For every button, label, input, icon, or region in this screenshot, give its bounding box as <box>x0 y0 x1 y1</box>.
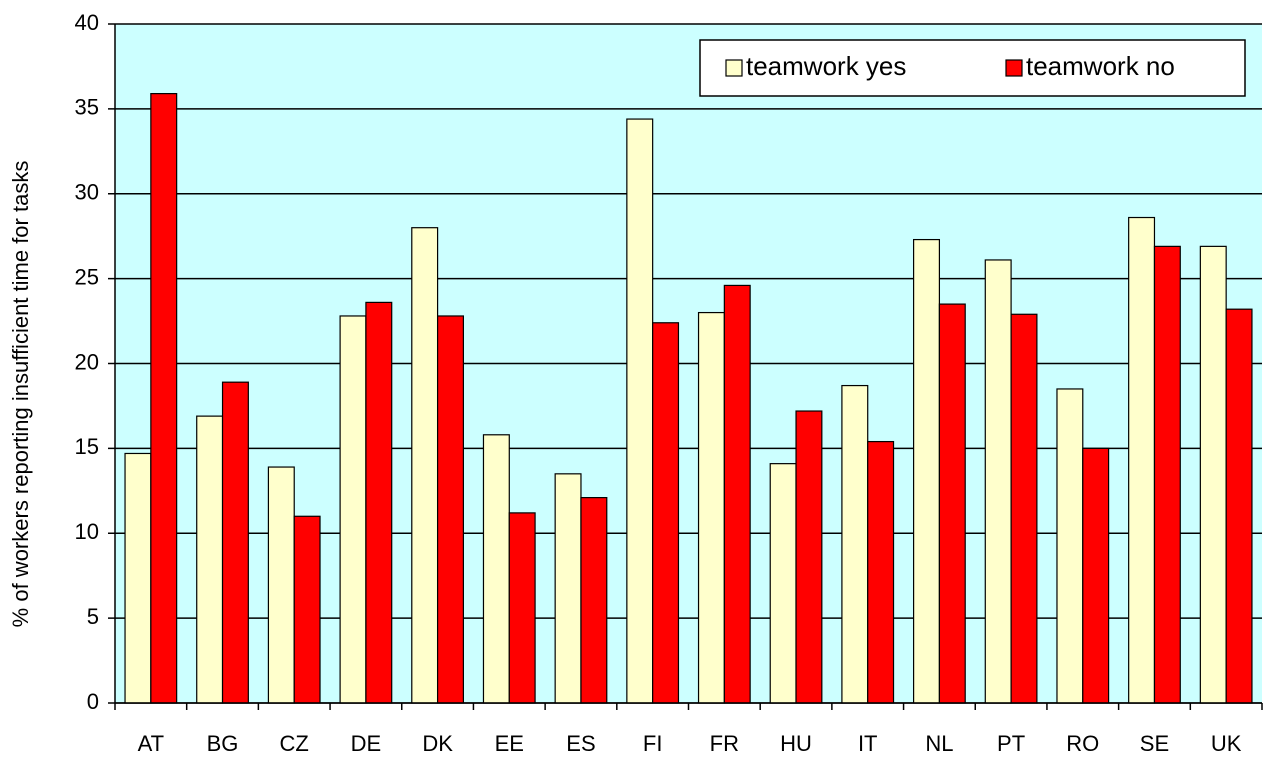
bar <box>124 452 152 704</box>
bar <box>411 227 439 704</box>
bar <box>867 440 895 704</box>
x-tick-label: IT <box>858 731 878 756</box>
y-axis-label: % of workers reporting insufficient time… <box>8 161 33 628</box>
bar <box>938 303 966 704</box>
bar <box>580 497 608 704</box>
y-tick-label: 5 <box>87 604 99 629</box>
x-tick-label: RO <box>1066 731 1099 756</box>
legend-box <box>699 39 1246 97</box>
bar <box>769 463 797 704</box>
x-tick-label: ES <box>566 731 595 756</box>
bar <box>554 473 582 704</box>
bar <box>1153 245 1181 704</box>
bar <box>1128 216 1156 704</box>
bar <box>293 515 321 704</box>
legend-swatch <box>1005 59 1023 77</box>
bar <box>723 284 751 704</box>
bar <box>984 259 1012 704</box>
x-tick-label: DE <box>351 731 382 756</box>
legend-swatch <box>725 59 743 77</box>
bar <box>1082 447 1110 704</box>
x-tick-label: SE <box>1140 731 1169 756</box>
bar <box>1199 245 1227 704</box>
bar <box>1225 308 1253 704</box>
x-tick-label: FR <box>710 731 739 756</box>
y-tick-label: 35 <box>75 95 99 120</box>
x-tick-label: DK <box>422 731 453 756</box>
bar <box>912 238 941 704</box>
bar <box>795 410 823 704</box>
x-tick-label: UK <box>1211 731 1242 756</box>
x-tick-label: NL <box>925 731 953 756</box>
x-tick-label: EE <box>495 731 524 756</box>
bar <box>841 384 869 704</box>
y-tick-label: 10 <box>75 519 99 544</box>
legend-label: teamwork yes <box>746 51 906 81</box>
bar <box>221 381 249 704</box>
x-tick-label: AT <box>138 731 164 756</box>
y-tick-label: 25 <box>75 264 99 289</box>
y-tick-label: 30 <box>75 180 99 205</box>
x-tick-label: HU <box>780 731 812 756</box>
x-tick-label: BG <box>207 731 239 756</box>
bar <box>508 512 536 704</box>
y-tick-label: 0 <box>87 689 99 714</box>
bar <box>196 415 224 704</box>
bar <box>339 315 367 704</box>
y-tick-label: 15 <box>75 434 99 459</box>
bar <box>652 322 680 704</box>
bar <box>626 118 654 704</box>
legend-label: teamwork no <box>1026 51 1175 81</box>
bar <box>267 466 295 704</box>
y-tick-label: 20 <box>75 349 99 374</box>
y-tick-label: 40 <box>75 10 99 35</box>
bar <box>697 311 725 704</box>
bar <box>436 315 465 704</box>
bar <box>1010 313 1038 704</box>
bar <box>365 301 393 704</box>
bar <box>150 92 178 704</box>
x-tick-label: FI <box>643 731 663 756</box>
x-tick-label: PT <box>997 731 1025 756</box>
bar <box>482 434 510 704</box>
bar <box>1056 388 1084 704</box>
x-tick-label: CZ <box>280 731 309 756</box>
